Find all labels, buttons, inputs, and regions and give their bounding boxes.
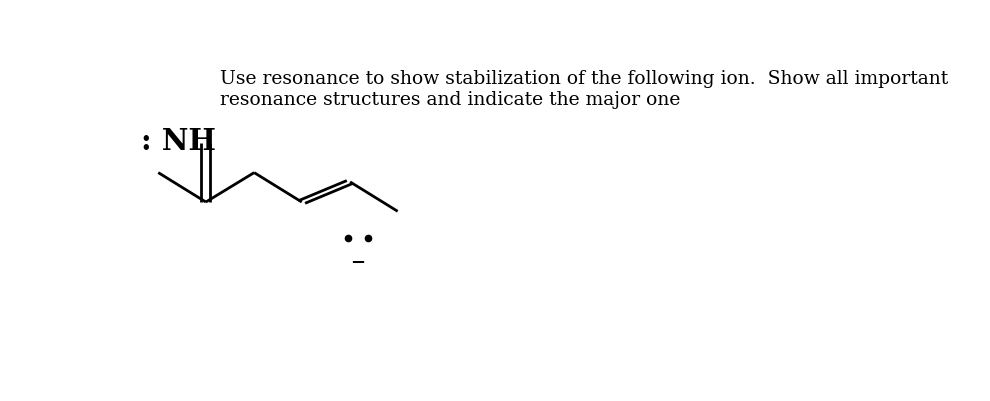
Text: −: − [350,254,365,272]
Text: : NH: : NH [141,126,216,155]
Text: Use resonance to show stabilization of the following ion.  Show all important
re: Use resonance to show stabilization of t… [220,70,947,108]
